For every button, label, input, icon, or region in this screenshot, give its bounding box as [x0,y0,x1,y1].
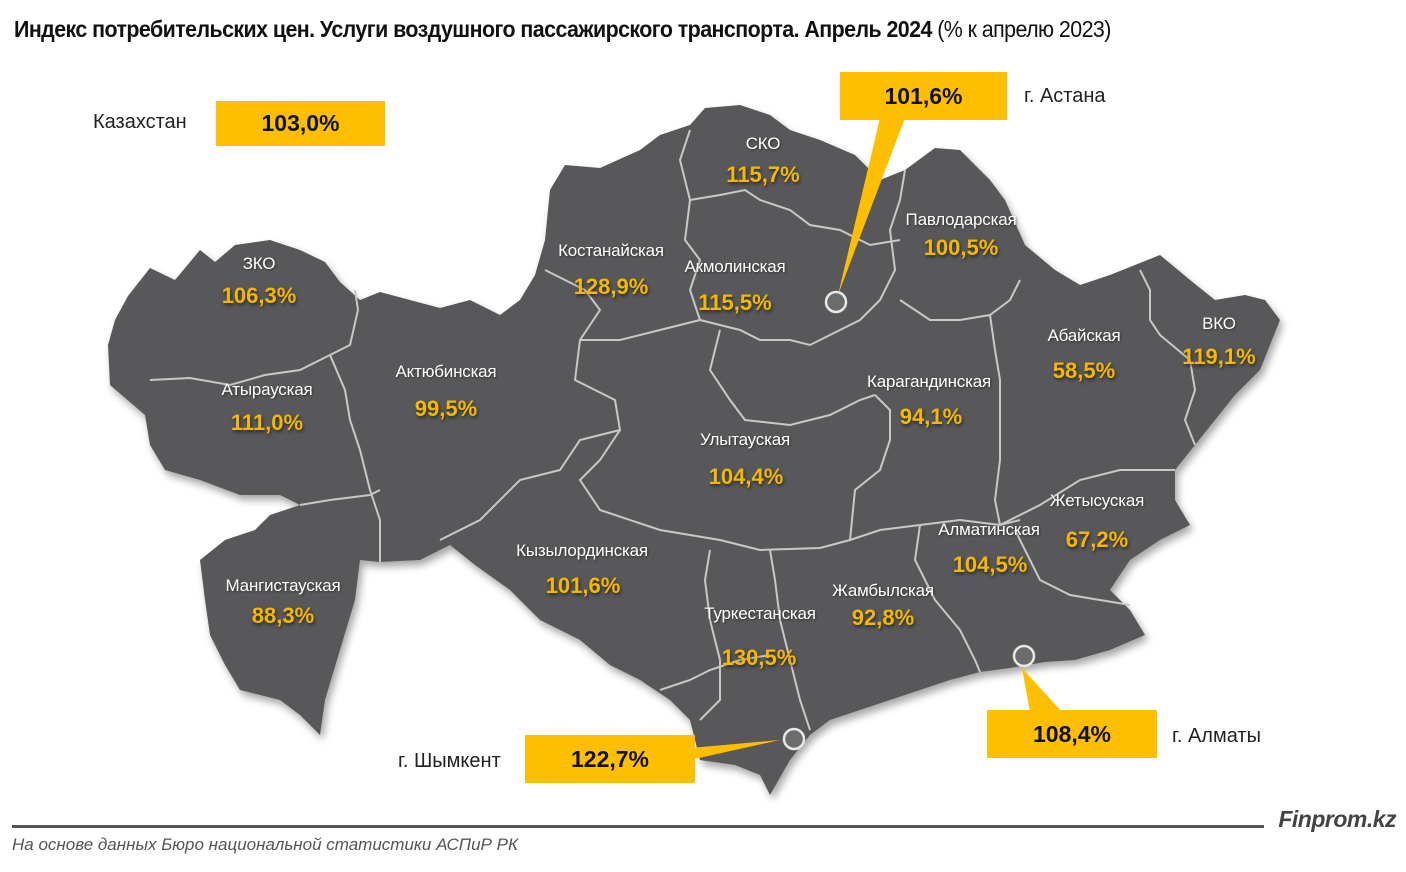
region-label-zhetysu: Жетысуская [1049,491,1145,510]
region-label-pavlodar: Павлодарская [905,210,1017,229]
region-label-sko: СКО [745,134,781,153]
region-value-vko: 119,1% [1182,344,1256,369]
region-value-ulytau: 104,4% [708,464,784,489]
region-label-akmola: Акмолинская [684,257,786,276]
astana-callout-pointer [838,118,905,295]
astana-value: 101,6% [884,82,963,109]
astana-callout: 101,6% [840,72,1007,120]
region-borders [149,129,1197,731]
region-value-kostanay: 128,9% [573,274,649,299]
shymkent-marker [782,727,806,751]
region-value-aktobe: 99,5% [414,396,478,421]
region-label-karaganda: Карагандинская [867,372,991,391]
astana-label: г. Астана [1024,85,1106,107]
region-label-turkestan: Туркестанская [704,604,816,623]
shymkent-label: г. Шымкент [398,750,501,772]
region-value-karaganda: 94,1% [899,404,963,429]
almaty-label: г. Алматы [1172,725,1261,747]
region-label-abai: Абайская [1047,326,1121,345]
region-value-turkestan: 130,5% [721,645,797,670]
region-value-pavlodar: 100,5% [923,235,999,260]
shymkent-callout-pointer [690,740,780,760]
region-value-zhambyl: 92,8% [851,605,915,630]
region-value-sko: 115,7% [726,162,800,187]
national-label: Казахстан [93,111,187,133]
almaty-callout: 108,4% [987,710,1157,758]
region-value-zhetysu: 67,2% [1065,527,1129,552]
region-value-almaty-region: 104,5% [952,552,1028,577]
region-value-atyrau: 111,0% [230,410,304,435]
region-label-zhambyl: Жамбылская [832,581,934,600]
footer-divider [12,825,1264,828]
shymkent-callout: 122,7% [525,735,695,783]
title-main: Индекс потребительских цен. Услуги возду… [14,16,932,42]
region-label-kostanay: Костанайская [558,241,664,260]
almaty-value: 108,4% [1032,720,1111,747]
region-value-zko: 106,3% [221,283,297,308]
shymkent-value: 122,7% [570,745,649,772]
region-value-mangystau: 88,3% [251,603,315,628]
almaty-callout-pointer [1022,668,1062,712]
region-label-kyzylorda: Кызылординская [516,541,648,560]
region-value-akmola: 115,5% [698,290,772,315]
brand-logo: Finprom.kz [1278,806,1396,832]
region-label-mangystau: Мангистауская [225,576,341,595]
region-label-ulytau: Улытауская [700,430,790,449]
title-subtitle: (% к апрелю 2023) [931,16,1111,42]
country-outline [108,105,1280,795]
region-label-aktobe: Актюбинская [395,362,497,381]
almaty-marker [1012,644,1036,668]
region-label-vko: ВКО [1202,314,1236,333]
city-markers [690,118,1062,760]
region-value-abai: 58,5% [1052,358,1116,383]
region-label-zko: ЗКО [242,254,276,273]
source-note: На основе данных Бюро национальной стати… [12,835,518,854]
region-label-almaty-region: Алматинская [938,520,1040,539]
page-title: Индекс потребительских цен. Услуги возду… [14,16,1111,43]
region-value-kyzylorda: 101,6% [545,573,621,598]
region-label-atyrau: Атырауская [221,380,313,399]
national-value: 103,0% [261,110,340,136]
astana-marker [824,290,848,314]
national-value-box: 103,0% [216,101,385,146]
